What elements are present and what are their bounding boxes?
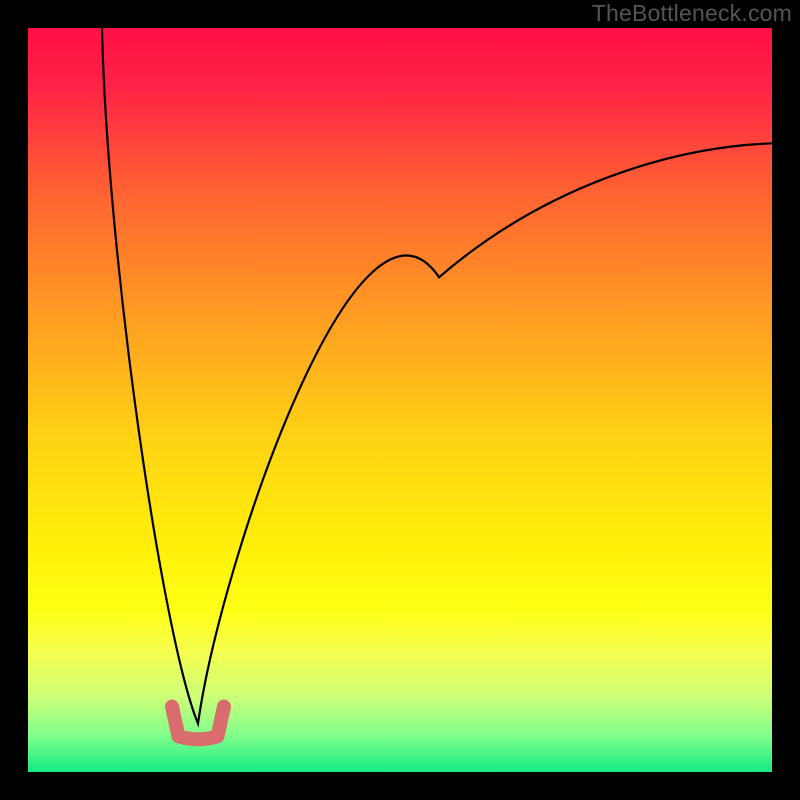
chart-background (28, 28, 772, 772)
chart-svg (0, 0, 800, 800)
chart-figure: TheBottleneck.com (0, 0, 800, 800)
